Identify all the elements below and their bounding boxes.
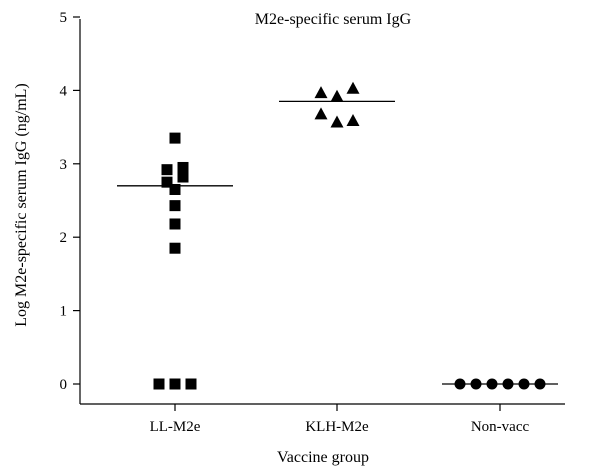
data-point-2-3 [502,378,514,390]
data-points [153,81,546,390]
x-tick-label-1: KLH-M2e [305,419,369,435]
y-tick-label-5: 5 [60,10,68,26]
x-tick-label-0: LL-M2e [150,419,201,435]
data-point-1-4 [330,115,344,128]
data-point-0-0 [169,132,181,144]
data-point-0-3 [161,176,173,188]
data-point-1-0 [314,86,328,99]
median-lines [117,100,558,385]
data-point-1-2 [346,81,360,94]
data-point-0-10 [169,378,181,390]
data-point-0-4 [169,183,181,195]
data-point-0-7 [169,218,181,230]
x-axis-title: Vaccine group [277,449,369,466]
data-point-0-8 [169,242,181,254]
y-tick-label-3: 3 [60,157,68,173]
data-point-2-0 [454,378,466,390]
y-axis-title: Log M2e-specific serum IgG (ng/mL) [13,83,30,326]
data-point-2-2 [486,378,498,390]
data-point-1-3 [314,107,328,120]
data-point-2-4 [518,378,530,390]
data-point-0-6 [169,200,181,212]
data-point-2-5 [534,378,546,390]
data-point-0-1 [161,164,173,176]
data-point-0-5 [177,171,189,183]
data-point-2-1 [470,378,482,390]
x-ticks: LL-M2e KLH-M2e Non-vacc [150,404,530,435]
x-tick-label-2: Non-vacc [471,419,530,435]
y-tick-label-0: 0 [60,377,68,393]
data-point-1-5 [346,113,360,126]
y-tick-label-1: 1 [60,304,68,320]
y-tick-label-2: 2 [60,230,68,246]
data-point-0-9 [153,378,165,390]
chart-title: M2e-specific serum IgG [255,11,412,28]
y-ticks: 0 1 2 3 4 5 [60,10,80,393]
data-point-0-11 [185,378,197,390]
y-tick-label-4: 4 [60,83,68,99]
data-point-0-2 [177,161,189,173]
data-point-1-1 [330,89,344,102]
